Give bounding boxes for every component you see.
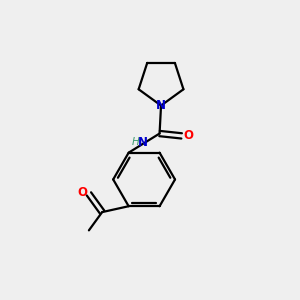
Text: O: O (77, 186, 87, 199)
Text: N: N (138, 136, 148, 149)
Text: O: O (183, 129, 193, 142)
Text: N: N (156, 99, 166, 112)
Text: H: H (132, 136, 140, 147)
